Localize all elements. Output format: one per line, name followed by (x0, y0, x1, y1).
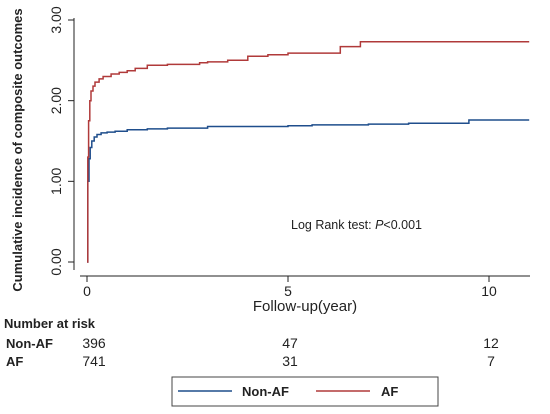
log-rank-annotation: Log Rank test: P<0.001 (291, 218, 422, 232)
x-ticks: 0 5 10 (83, 276, 497, 299)
risk-row-label: AF (6, 354, 23, 369)
risk-value: 31 (282, 353, 298, 369)
x-tick-label: 10 (481, 283, 497, 299)
legend: Non-AF AF (171, 376, 439, 407)
axes (73, 18, 530, 277)
log-rank-prefix: Log Rank test: (291, 218, 375, 232)
legend-items: Non-AF AF (178, 384, 398, 399)
risk-value: 741 (82, 353, 106, 369)
risk-table-rows: Non-AF 396 47 12 AF 741 31 7 (6, 335, 499, 369)
y-tick-label: 3.00 (48, 6, 64, 33)
risk-table-title: Number at risk (4, 316, 96, 331)
y-tick-label: 0.00 (48, 248, 64, 275)
risk-value: 396 (82, 335, 106, 351)
y-tick-label: 2.00 (48, 87, 64, 114)
risk-value: 7 (487, 353, 495, 369)
series-line-non-af (87, 119, 530, 263)
y-ticks: 0.00 1.00 2.00 3.00 (48, 6, 74, 276)
risk-value: 12 (483, 335, 499, 351)
legend-label: AF (381, 384, 398, 399)
legend-label: Non-AF (242, 384, 289, 399)
series-line-af (87, 41, 530, 263)
x-tick-label: 5 (284, 283, 292, 299)
x-axis-label: Follow-up(year) (253, 298, 357, 315)
risk-row-label: Non-AF (6, 336, 53, 351)
series-lines (87, 41, 530, 263)
risk-value: 47 (282, 335, 298, 351)
log-rank-suffix: <0.001 (383, 218, 422, 232)
x-tick-label: 0 (83, 283, 91, 299)
y-tick-label: 1.00 (48, 167, 64, 194)
y-axis-label: Cumulative incidence of composite outcom… (10, 8, 25, 291)
log-rank-p: P (375, 218, 384, 232)
